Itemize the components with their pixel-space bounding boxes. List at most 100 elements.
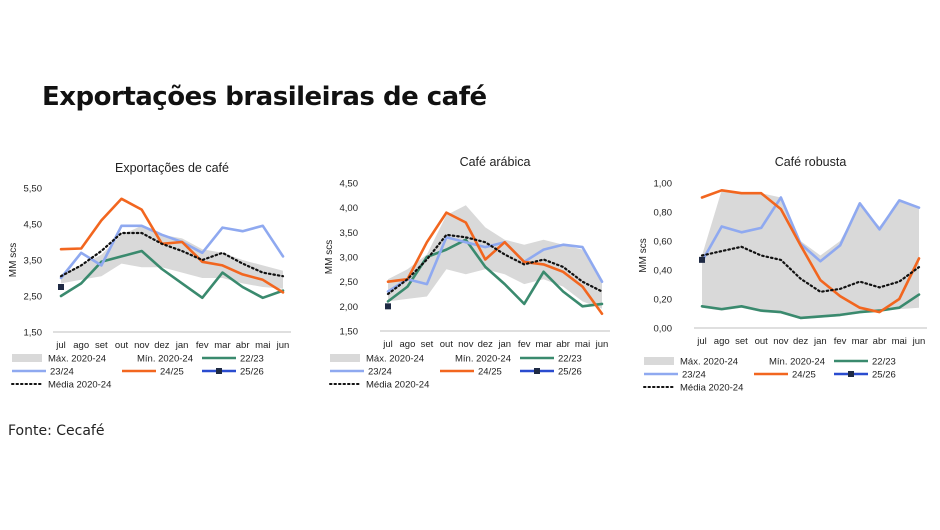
y-tick-label: 0,40 xyxy=(654,266,673,277)
page-title: Exportações brasileiras de café xyxy=(42,82,487,112)
legend-item-min: Mín. 2020-24 xyxy=(137,354,193,365)
legend-label: 23/24 xyxy=(368,367,392,378)
charts-area: Exportações de café MM scs 1,50 2,50 3,50 4,5… xyxy=(8,155,927,394)
max-min-band xyxy=(702,190,919,320)
legend-label: Média 2020-24 xyxy=(48,380,111,391)
legend-label: 25/26 xyxy=(558,367,582,378)
x-tick-label: mar xyxy=(852,336,868,347)
x-tick-label: fev xyxy=(834,336,847,347)
y-tick-label: 3,50 xyxy=(340,228,359,239)
legend-item-s2324: 23/24 xyxy=(330,367,392,378)
legend-label: 25/26 xyxy=(872,370,896,381)
series-25-26-point xyxy=(699,256,705,263)
x-tick-label: mai xyxy=(575,339,590,350)
series-line-s2324 xyxy=(59,224,285,280)
legend-label: 25/26 xyxy=(240,367,264,378)
legend-item-s2223: 22/23 xyxy=(202,354,264,365)
x-tick-label: nov xyxy=(134,340,150,351)
legend-item-s2425: 24/25 xyxy=(122,367,184,378)
y-axis-label: MM scs xyxy=(638,238,649,272)
y-tick-label: 1,50 xyxy=(340,327,359,338)
legend-label: Média 2020-24 xyxy=(680,383,743,394)
series-line-s2425 xyxy=(386,211,604,316)
x-tick-label: ago xyxy=(400,339,416,350)
legend-item-s2425: 24/25 xyxy=(440,367,502,378)
legend-label: Máx. 2020-24 xyxy=(48,354,106,365)
x-tick-label: mar xyxy=(535,339,551,350)
x-tick-label: jun xyxy=(595,339,609,350)
legend-item-s2324: 23/24 xyxy=(644,370,706,381)
legend-swatch xyxy=(644,357,674,365)
x-tick-label: jan xyxy=(497,339,511,350)
x-tick-label: dez xyxy=(154,340,170,351)
series-line-s2223 xyxy=(386,238,604,308)
x-tick-label: set xyxy=(421,339,434,350)
y-tick-label: 0,60 xyxy=(654,237,673,248)
y-tick-label: 0,20 xyxy=(654,295,673,306)
y-axis-label: MM scs xyxy=(8,243,19,277)
x-tick-label: set xyxy=(95,340,108,351)
x-tick-label: mar xyxy=(214,340,230,351)
legend-item-s2526: 25/26 xyxy=(520,367,582,378)
x-tick-label: abr xyxy=(556,339,570,350)
x-tick-label: jun xyxy=(912,336,926,347)
y-tick-label: 5,50 xyxy=(24,184,43,195)
legend-label: 23/24 xyxy=(50,367,74,378)
x-tick-label: out xyxy=(115,340,129,351)
max-min-band xyxy=(388,205,602,309)
source-note: Fonte: Cecafé xyxy=(8,423,105,439)
x-tick-label: ago xyxy=(73,340,89,351)
y-tick-label: 1,00 xyxy=(654,179,673,190)
chart-title: Exportações de café xyxy=(115,161,229,175)
y-tick-label: 0,00 xyxy=(654,324,673,335)
legend-label: Mín. 2020-24 xyxy=(455,354,511,365)
legend-item-min: Mín. 2020-24 xyxy=(769,357,825,368)
y-tick-label: 2,00 xyxy=(340,302,359,313)
y-tick-label: 4,00 xyxy=(340,203,359,214)
max-min-band xyxy=(61,225,283,289)
chart-1: Exportações de café MM scs 1,50 2,50 3,50 4,5… xyxy=(8,161,291,391)
y-tick-label: 4,50 xyxy=(340,179,359,190)
x-tick-label: abr xyxy=(236,340,250,351)
legend-item-s2223: 22/23 xyxy=(834,357,896,368)
legend-label: Mín. 2020-24 xyxy=(769,357,825,368)
x-tick-label: jul xyxy=(696,336,707,347)
series-line-avg xyxy=(700,245,921,293)
y-tick-label: 2,50 xyxy=(24,292,43,303)
y-tick-label: 3,00 xyxy=(340,253,359,264)
series-line-s2324 xyxy=(700,196,921,263)
legend-label: 22/23 xyxy=(240,354,264,365)
chart-3: Café robusta MM scs 0,00 0,20 0,40 0,60 0,80 1,… xyxy=(638,155,927,394)
series-line-avg xyxy=(59,231,285,278)
legend-item-s2324: 23/24 xyxy=(12,367,74,378)
legend-label: Máx. 2020-24 xyxy=(680,357,738,368)
series-line-s2324 xyxy=(386,236,604,293)
legend-label: 24/25 xyxy=(792,370,816,381)
x-tick-label: out xyxy=(440,339,454,350)
legend-label: 22/23 xyxy=(558,354,582,365)
legend-label: 24/25 xyxy=(160,367,184,378)
legend: Máx. 2020-24 Mín. 2020-24 22/23 23/24 24/25 2… xyxy=(11,354,264,391)
x-tick-label: abr xyxy=(873,336,887,347)
legend-swatch xyxy=(12,354,42,362)
legend-label: 22/23 xyxy=(872,357,896,368)
y-tick-label: 0,80 xyxy=(654,208,673,219)
legend-item-min: Mín. 2020-24 xyxy=(455,354,511,365)
x-tick-label: fev xyxy=(518,339,531,350)
y-tick-label: 4,50 xyxy=(24,220,43,231)
legend-item-max: Máx. 2020-24 xyxy=(12,354,106,365)
x-tick-label: nov xyxy=(458,339,474,350)
legend-item-avg: Média 2020-24 xyxy=(643,383,743,394)
series-25-26-point xyxy=(385,303,391,310)
legend-item-max: Máx. 2020-24 xyxy=(330,354,424,365)
x-tick-label: ago xyxy=(714,336,730,347)
chart-title: Café arábica xyxy=(460,155,531,169)
x-tick-label: mai xyxy=(255,340,270,351)
chart-title: Café robusta xyxy=(775,155,847,169)
series-line-avg xyxy=(386,233,604,296)
series-line-s2223 xyxy=(59,249,285,300)
x-tick-label: out xyxy=(755,336,769,347)
legend-marker xyxy=(216,368,222,374)
y-tick-label: 1,50 xyxy=(24,328,43,339)
legend-item-avg: Média 2020-24 xyxy=(11,380,111,391)
